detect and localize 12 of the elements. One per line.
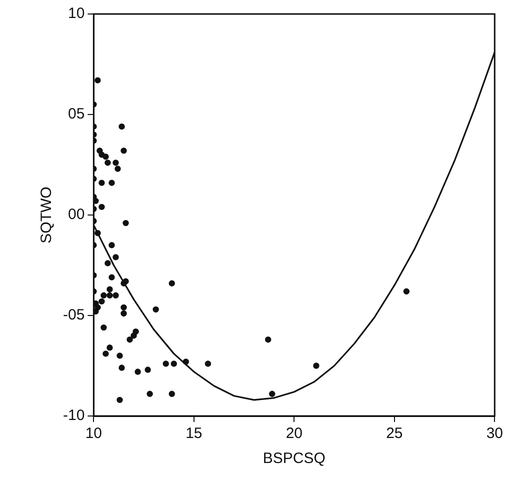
y-tick-label: -10 — [62, 407, 85, 424]
y-axis-title: SQTWO — [38, 186, 56, 244]
x-tick-label: 20 — [286, 425, 303, 442]
x-tick-label: 30 — [486, 425, 503, 442]
x-axis-title: BSPCSQ — [262, 450, 326, 468]
y-tick-label: 05 — [68, 106, 85, 123]
x-tick-label: 15 — [186, 425, 202, 442]
x-tick-label: 25 — [386, 425, 403, 442]
y-tick-label: 00 — [68, 206, 85, 224]
x-tick-label: 10 — [85, 425, 102, 442]
y-tick-label: -05 — [62, 306, 85, 324]
y-tick-label: 10 — [68, 5, 85, 22]
